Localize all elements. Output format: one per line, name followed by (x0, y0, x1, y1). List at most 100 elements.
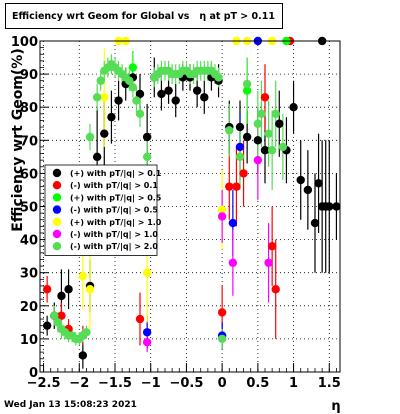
data-point (42, 285, 52, 294)
legend-entry-label: (+) with pT/|q| > 1.0 (70, 218, 162, 227)
data-point (135, 109, 145, 119)
legend-entry-label: (+) with pT/|q| > 0.1 (70, 169, 162, 178)
y-tick-label: 50 (20, 201, 38, 216)
data-point (85, 132, 95, 142)
legend-entry-label: (-) with pT/|q| > 1.0 (70, 230, 158, 239)
data-point (267, 146, 277, 155)
data-point (314, 179, 323, 188)
data-point (253, 136, 263, 145)
data-point (267, 242, 277, 251)
data-point (50, 311, 59, 320)
data-point (289, 103, 298, 112)
data-point (235, 142, 245, 152)
data-point (217, 212, 227, 221)
data-point (253, 155, 263, 165)
x-tick-label: −1.5 (98, 376, 132, 391)
data-point (332, 202, 341, 211)
legend-marker (52, 181, 62, 190)
data-point (278, 142, 288, 152)
y-tick-label: 20 (20, 300, 38, 315)
data-point (271, 109, 280, 119)
chart-title: Efficiency wrt Geom for Global vs η at p… (12, 11, 275, 22)
legend: (+) with pT/|q| > 0.1 (-) with pT/|q| > 0… (44, 164, 162, 256)
data-point (142, 152, 152, 162)
legend-box (44, 164, 158, 256)
x-tick-label: 0 (218, 376, 227, 391)
data-point (260, 146, 270, 155)
data-point (235, 152, 245, 162)
marker-layer (42, 36, 341, 360)
data-point (92, 152, 102, 162)
data-point (92, 93, 102, 102)
x-tick-label: −1 (141, 376, 161, 391)
data-point (325, 202, 334, 211)
data-point (171, 96, 180, 105)
legend-entry-label: (-) with pT/|q| > 0.1 (70, 181, 158, 190)
data-point (264, 258, 273, 267)
data-point (57, 291, 66, 301)
data-point (192, 86, 202, 95)
data-point (164, 86, 173, 95)
data-point (82, 328, 91, 337)
y-tick-label: 70 (20, 134, 38, 149)
data-point (303, 185, 313, 195)
x-axis-label: η (331, 399, 340, 414)
data-point (142, 268, 152, 277)
data-point (242, 86, 252, 95)
legend-marker (52, 229, 62, 239)
data-point (228, 218, 238, 228)
tick-layer: −2.5 −2 −1.5 −1 −0.5 0 0.5 1 1.5 0 10 20 30 40 50 60 70 8… (11, 35, 341, 391)
data-point (275, 119, 284, 128)
data-point (200, 93, 209, 102)
timestamp: Wed Jan 13 15:08:23 2021 (4, 400, 137, 410)
data-point (232, 182, 241, 191)
legend-entry-label: (+) with pT/|q| > 0.5 (70, 193, 162, 202)
data-point (135, 89, 145, 99)
legend-marker (52, 217, 62, 226)
data-point (114, 96, 123, 105)
data-point (271, 285, 280, 294)
data-point (107, 112, 116, 122)
data-point (132, 96, 141, 105)
x-tick-label: −2.5 (27, 376, 61, 391)
data-point (257, 109, 266, 119)
x-tick-label: −2 (69, 376, 89, 391)
legend-marker (52, 193, 62, 202)
y-tick-label: 60 (20, 167, 38, 182)
y-tick-label: 40 (20, 234, 38, 249)
data-point (128, 63, 138, 72)
data-point (217, 308, 227, 317)
y-tick-label: 90 (20, 68, 38, 83)
x-tick-label: −0.5 (169, 376, 203, 391)
data-point (228, 258, 238, 267)
legend-marker (52, 242, 62, 251)
data-point (242, 79, 252, 89)
data-point (142, 328, 152, 337)
data-point (239, 169, 248, 178)
data-point (296, 175, 305, 185)
x-tick-label: 1.5 (318, 376, 341, 391)
data-point (142, 338, 152, 347)
y-axis-label: Efficiency wrt Geom(%) (10, 48, 26, 231)
legend-entry-label: (-) with pT/|q| > 2.0 (70, 242, 158, 251)
data-point (78, 271, 88, 281)
data-point (57, 311, 66, 320)
data-point (310, 218, 320, 228)
data-point (85, 285, 95, 294)
data-point (100, 93, 109, 102)
data-point (53, 318, 63, 327)
legend-marker (52, 205, 62, 214)
data-point (217, 334, 227, 344)
data-point (242, 132, 252, 142)
legend-marker (52, 168, 62, 178)
y-tick-label: 80 (20, 101, 38, 116)
data-point (225, 126, 234, 135)
data-point (128, 83, 138, 92)
y-tick-label: 0 (29, 366, 38, 381)
data-point (42, 321, 52, 330)
data-point (157, 89, 166, 99)
chart-title-box: Efficiency wrt Geom for Global vs η at p… (5, 3, 283, 29)
data-point (217, 205, 227, 215)
data-point (142, 132, 152, 142)
y-tick-label: 10 (20, 333, 38, 348)
